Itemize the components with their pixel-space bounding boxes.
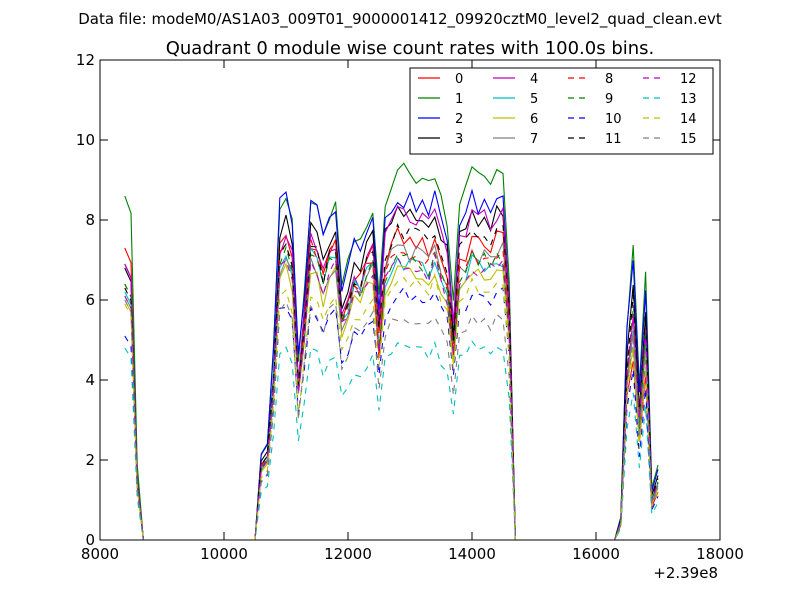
series-line-8: [124, 239, 659, 540]
x-axis: 8000 10000 12000 14000 16000 18000: [81, 60, 744, 563]
chart-title: Quadrant 0 module wise count rates with …: [166, 38, 655, 59]
legend-label-4: 4: [530, 72, 538, 87]
series-line-12: [124, 254, 659, 540]
series-line-2: [124, 188, 659, 540]
legend-label-12: 12: [680, 72, 697, 87]
x-tick-label: 18000: [696, 545, 744, 563]
legend-label-0: 0: [455, 72, 463, 87]
y-tick-label: 0: [85, 531, 95, 549]
x-tick-label: 12000: [324, 545, 372, 563]
series-line-13: [124, 340, 659, 540]
series-line-5: [124, 246, 659, 540]
legend-label-8: 8: [605, 72, 613, 87]
legend-box: [409, 67, 714, 155]
series-line-15: [124, 299, 659, 540]
x-tick-label: 8000: [81, 545, 119, 563]
legend-label-14: 14: [680, 112, 697, 127]
legend-label-9: 9: [605, 92, 613, 107]
y-tick-label: 8: [85, 211, 95, 229]
legend-label-5: 5: [530, 92, 538, 107]
series-line-9: [124, 245, 659, 540]
legend-label-1: 1: [455, 92, 463, 107]
y-tick-label: 10: [76, 131, 95, 149]
legend-label-13: 13: [680, 92, 697, 107]
x-tick-label: 16000: [572, 545, 620, 563]
series-line-14: [124, 272, 659, 540]
series-layer: [124, 162, 659, 540]
series-line-11: [124, 222, 659, 540]
legend-label-10: 10: [605, 112, 622, 127]
x-tick-label: 10000: [200, 545, 248, 563]
legend-label-11: 11: [605, 132, 622, 147]
y-tick-label: 12: [76, 51, 95, 69]
series-line-0: [124, 226, 659, 540]
legend-label-15: 15: [680, 132, 697, 147]
series-line-10: [124, 286, 659, 540]
legend-label-2: 2: [455, 112, 463, 127]
legend-label-7: 7: [530, 132, 538, 147]
series-line-3: [124, 204, 659, 540]
x-tick-label: 14000: [448, 545, 496, 563]
legend-label-6: 6: [530, 112, 538, 127]
x-offset-label: +2.39e8: [653, 564, 718, 582]
series-line-6: [124, 262, 659, 540]
y-tick-label: 4: [85, 371, 95, 389]
y-tick-label: 6: [85, 291, 95, 309]
series-line-7: [124, 241, 659, 540]
y-tick-label: 2: [85, 451, 95, 469]
data-file-label: Data file: modeM0/AS1A03_009T01_90000014…: [78, 10, 722, 29]
series-line-4: [124, 205, 659, 540]
legend-label-3: 3: [455, 132, 463, 147]
series-line-1: [124, 162, 659, 540]
